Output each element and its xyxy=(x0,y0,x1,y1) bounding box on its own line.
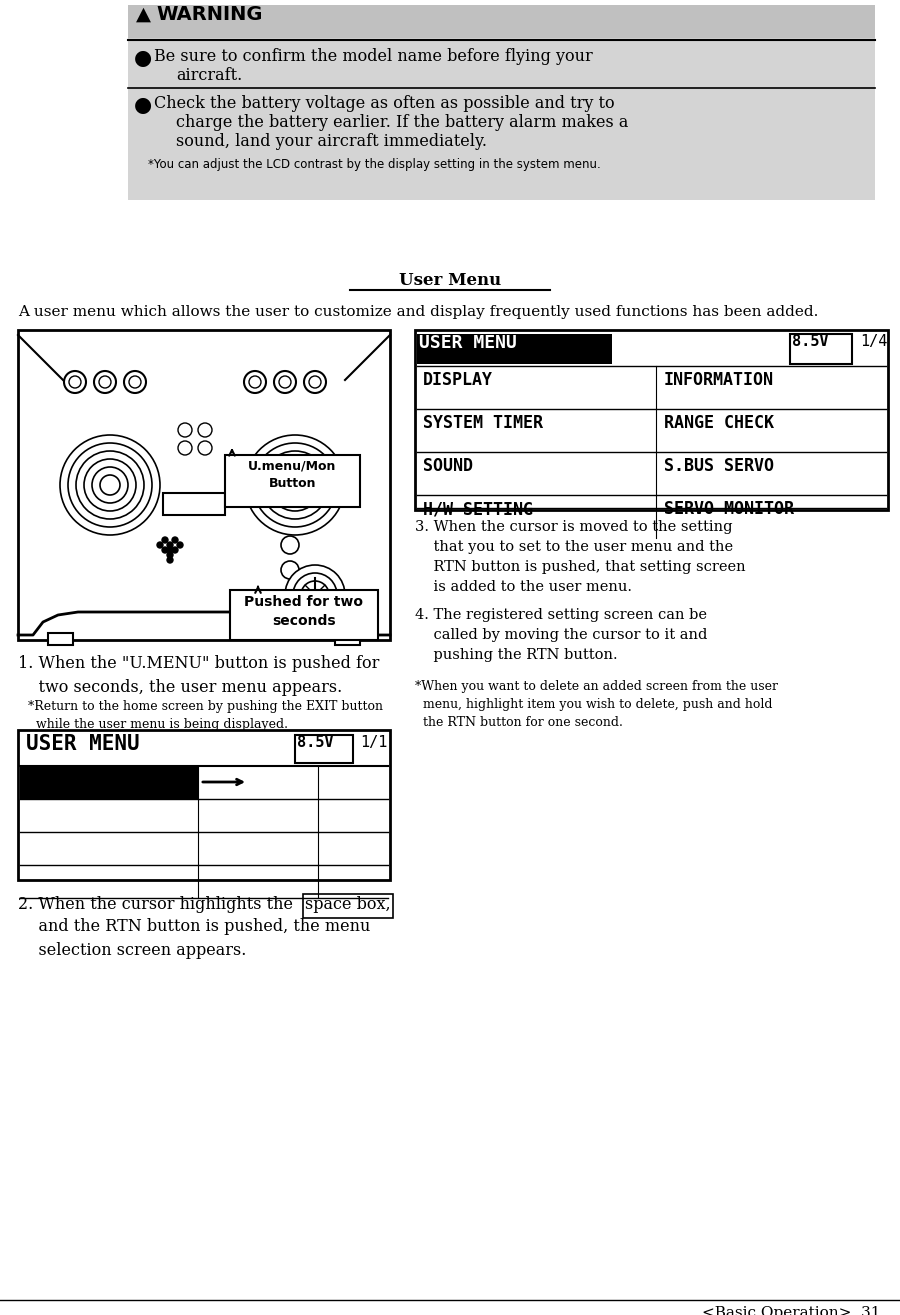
Text: U.menu/Mon: U.menu/Mon xyxy=(248,459,337,472)
Bar xyxy=(417,334,612,364)
Text: 2. When the cursor highlights the: 2. When the cursor highlights the xyxy=(18,896,293,913)
Circle shape xyxy=(172,537,178,543)
Text: USER MENU: USER MENU xyxy=(26,734,140,753)
Bar xyxy=(303,894,393,918)
Circle shape xyxy=(167,558,173,563)
Bar xyxy=(163,493,225,515)
Circle shape xyxy=(129,376,141,388)
Bar xyxy=(128,5,875,200)
Text: ●: ● xyxy=(134,95,152,114)
Bar xyxy=(225,455,360,508)
Bar xyxy=(295,735,353,763)
Circle shape xyxy=(178,423,192,437)
Text: ●: ● xyxy=(134,49,152,68)
Text: <Basic Operation>  31: <Basic Operation> 31 xyxy=(701,1306,880,1315)
Circle shape xyxy=(124,371,146,393)
Text: seconds: seconds xyxy=(272,614,336,629)
Circle shape xyxy=(253,443,337,527)
Text: 4. The registered setting screen can be
    called by moving the cursor to it an: 4. The registered setting screen can be … xyxy=(415,608,707,661)
Text: WARNING: WARNING xyxy=(156,5,263,24)
Circle shape xyxy=(162,547,168,554)
Circle shape xyxy=(76,451,144,519)
Text: space box,: space box, xyxy=(305,896,391,913)
Text: User Menu: User Menu xyxy=(399,272,501,289)
Bar xyxy=(20,767,198,800)
Circle shape xyxy=(281,537,299,554)
Circle shape xyxy=(172,547,178,554)
Text: INFORMATION: INFORMATION xyxy=(664,371,774,389)
Circle shape xyxy=(84,459,136,512)
Circle shape xyxy=(92,467,128,504)
Text: RANGE CHECK: RANGE CHECK xyxy=(664,414,774,433)
Text: H/W SETTING: H/W SETTING xyxy=(423,500,533,518)
Circle shape xyxy=(309,376,321,388)
Text: sound, land your aircraft immediately.: sound, land your aircraft immediately. xyxy=(176,133,487,150)
Circle shape xyxy=(69,376,81,388)
Text: 8.5V: 8.5V xyxy=(792,334,829,348)
Circle shape xyxy=(198,441,212,455)
Text: DISPLAY: DISPLAY xyxy=(423,371,493,389)
Text: S.BUS SERVO: S.BUS SERVO xyxy=(664,458,774,475)
Text: *You can adjust the LCD contrast by the display setting in the system menu.: *You can adjust the LCD contrast by the … xyxy=(148,158,601,171)
Circle shape xyxy=(167,552,173,558)
Circle shape xyxy=(244,371,266,393)
Text: SYSTEM TIMER: SYSTEM TIMER xyxy=(423,414,543,433)
Circle shape xyxy=(60,435,160,535)
Circle shape xyxy=(167,547,173,554)
Text: and the RTN button is pushed, the menu
    selection screen appears.: and the RTN button is pushed, the menu s… xyxy=(18,918,371,959)
Text: SOUND: SOUND xyxy=(423,458,473,475)
Circle shape xyxy=(245,435,345,535)
Text: 8.5V: 8.5V xyxy=(297,735,334,750)
Text: SERVO MONITOR: SERVO MONITOR xyxy=(664,500,794,518)
Text: aircraft.: aircraft. xyxy=(176,67,242,84)
Circle shape xyxy=(285,475,305,494)
Text: A user menu which allows the user to customize and display frequently used funct: A user menu which allows the user to cus… xyxy=(18,305,818,320)
Circle shape xyxy=(269,459,321,512)
Bar xyxy=(335,633,360,644)
Circle shape xyxy=(293,573,337,617)
Text: Button: Button xyxy=(269,477,316,490)
Text: *Return to the home screen by pushing the EXIT button
  while the user menu is b: *Return to the home screen by pushing th… xyxy=(28,700,383,731)
Circle shape xyxy=(281,562,299,579)
Circle shape xyxy=(274,371,296,393)
Text: USER MENU: USER MENU xyxy=(419,334,517,352)
Text: *When you want to delete an added screen from the user
  menu, highlight item yo: *When you want to delete an added screen… xyxy=(415,680,778,729)
Bar xyxy=(230,590,378,640)
Text: Pushed for two: Pushed for two xyxy=(245,594,364,609)
Text: Be sure to confirm the model name before flying your: Be sure to confirm the model name before… xyxy=(154,49,593,64)
Bar xyxy=(48,633,73,644)
Text: charge the battery earlier. If the battery alarm makes a: charge the battery earlier. If the batte… xyxy=(176,114,628,132)
Circle shape xyxy=(249,376,261,388)
Circle shape xyxy=(285,565,345,625)
Circle shape xyxy=(64,371,86,393)
Circle shape xyxy=(157,542,163,548)
Text: 1/1: 1/1 xyxy=(360,735,387,750)
Circle shape xyxy=(178,441,192,455)
Circle shape xyxy=(177,542,183,548)
Circle shape xyxy=(301,581,329,609)
Circle shape xyxy=(279,376,291,388)
Circle shape xyxy=(261,451,329,519)
Bar xyxy=(18,730,390,880)
Circle shape xyxy=(167,542,173,548)
Text: 1. When the "U.MENU" button is pushed for
    two seconds, the user menu appears: 1. When the "U.MENU" button is pushed fo… xyxy=(18,655,380,696)
Bar xyxy=(18,330,390,640)
Bar xyxy=(790,334,852,364)
Bar xyxy=(415,330,888,510)
Circle shape xyxy=(162,537,168,543)
Circle shape xyxy=(304,371,326,393)
Text: Check the battery voltage as often as possible and try to: Check the battery voltage as often as po… xyxy=(154,95,615,112)
Circle shape xyxy=(198,423,212,437)
Circle shape xyxy=(99,376,111,388)
Text: 1/4: 1/4 xyxy=(860,334,887,348)
Bar xyxy=(128,5,875,38)
Text: 3. When the cursor is moved to the setting
    that you to set to the user menu : 3. When the cursor is moved to the setti… xyxy=(415,519,745,594)
Circle shape xyxy=(100,475,120,494)
Text: ▲: ▲ xyxy=(136,5,151,24)
Circle shape xyxy=(94,371,116,393)
Circle shape xyxy=(277,467,313,504)
Circle shape xyxy=(68,443,152,527)
